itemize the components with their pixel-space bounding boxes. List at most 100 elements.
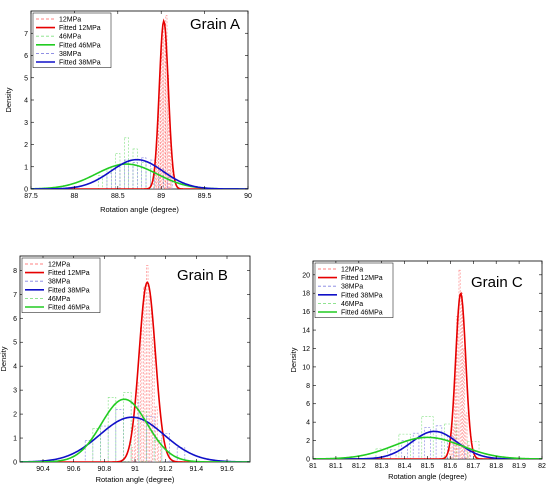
panel-grain-b: 90.4 90.6 90.8 91 91.2 91.4 91.6 0 1 2 3 4 5 6 7 8 Grai… (0, 255, 251, 484)
x-tick-label: 81.4 (398, 463, 412, 470)
y-axis-label: Density (289, 347, 298, 372)
x-tick-label: 81.3 (375, 463, 389, 470)
x-tick-label: 90.4 (36, 466, 50, 473)
x-tick-label: 88.5 (111, 193, 125, 200)
x-tick-label: 81.9 (512, 463, 526, 470)
y-axis-label: Density (0, 346, 8, 371)
x-tick-label: 81 (309, 463, 317, 470)
fitted-curve (313, 436, 542, 459)
histogram-bar (115, 166, 121, 189)
histogram-bar (163, 37, 166, 189)
histogram-bar (97, 175, 103, 189)
histogram-bar (470, 451, 477, 459)
x-tick-label: 81.8 (489, 463, 503, 470)
legend-label: Fitted 46MPa (341, 310, 383, 317)
y-tick-label: 5 (13, 340, 17, 347)
x-tick-label: 87.5 (24, 193, 38, 200)
y-tick-label: 16 (302, 309, 310, 316)
chart-title: Grain A (190, 16, 240, 33)
histogram-bar (161, 432, 170, 462)
legend-label: Fitted 46MPa (48, 305, 90, 312)
y-tick-label: 0 (13, 460, 17, 467)
chart-title: Grain C (471, 274, 523, 291)
y-tick-label: 1 (13, 436, 17, 443)
x-tick-label: 89.5 (198, 193, 212, 200)
histogram-bar (100, 425, 109, 462)
histogram-bar (92, 428, 101, 462)
legend-label: 38MPa (48, 279, 70, 286)
fitted-curve-layer (313, 291, 542, 459)
y-tick-label: 12 (302, 346, 310, 353)
x-tick-label: 81.7 (466, 463, 480, 470)
legend-box (32, 12, 112, 68)
histogram-bar (153, 177, 156, 189)
y-tick-label: 0 (24, 187, 28, 194)
histogram-bar (458, 444, 466, 459)
y-tick-label: 2 (13, 412, 17, 419)
y-tick-label: 4 (24, 98, 28, 105)
legend-label: 12MPa (48, 262, 70, 269)
legend-label: 38MPa (59, 51, 81, 58)
histogram-bar (460, 292, 463, 459)
x-tick-label: 81.2 (352, 463, 366, 470)
legend-label: Fitted 38MPa (48, 287, 90, 294)
legend-label: Fitted 12MPa (59, 25, 101, 32)
x-axis-label: Rotation angle (degree) (96, 475, 175, 484)
histogram-bar (146, 416, 155, 462)
legend-label: 46MPa (59, 34, 81, 41)
legend-box (314, 262, 394, 318)
histogram-bar (132, 162, 138, 189)
y-tick-label: 1 (24, 164, 28, 171)
histogram-bar (155, 162, 157, 189)
y-tick-label: 7 (13, 292, 17, 299)
y-tick-label: 20 (302, 272, 310, 279)
y-tick-label: 6 (13, 316, 17, 323)
y-tick-label: 6 (24, 53, 28, 60)
histogram-bar (143, 286, 146, 462)
legend-box (21, 257, 101, 313)
x-tick-label: 89 (157, 193, 165, 200)
x-tick-label: 81.5 (421, 463, 435, 470)
legend-label: 46MPa (341, 301, 363, 308)
x-tick-label: 91.4 (190, 466, 204, 473)
legend-label: Fitted 12MPa (48, 270, 90, 277)
x-tick-label: 90.8 (98, 466, 112, 473)
fitted-curve-layer (31, 18, 248, 189)
histogram-bar (424, 427, 431, 459)
fitted-curve (20, 398, 250, 462)
tick-layer: 90.4 90.6 90.8 91 91.2 91.4 91.6 0 1 2 3 4 5 6 7 8 (13, 256, 250, 473)
y-tick-label: 0 (306, 457, 310, 464)
chart-title: Grain B (177, 267, 228, 284)
legend-label: Fitted 46MPa (59, 42, 101, 49)
y-tick-label: 10 (302, 364, 310, 371)
histogram-bar (435, 425, 443, 459)
histogram-bar (165, 15, 168, 189)
legend-label: Fitted 38MPa (341, 292, 383, 299)
histogram-bar (150, 159, 155, 189)
histogram-bar (152, 337, 155, 462)
histogram-bar (124, 159, 129, 189)
x-tick-label: 81.6 (444, 463, 458, 470)
histogram-bar (155, 406, 158, 462)
y-tick-label: 3 (13, 388, 17, 395)
x-tick-label: 91.2 (159, 466, 173, 473)
fitted-curve (20, 281, 250, 462)
x-tick-label: 90.6 (67, 466, 81, 473)
histogram-bar (158, 168, 164, 189)
y-tick-label: 4 (13, 364, 17, 371)
y-tick-label: 5 (24, 75, 28, 82)
legend-label: Fitted 38MPa (59, 60, 101, 67)
y-tick-label: 7 (24, 31, 28, 38)
y-tick-label: 2 (24, 142, 28, 149)
fitted-curve (31, 158, 248, 189)
legend-label: 38MPa (341, 284, 363, 291)
histogram-bar (106, 168, 112, 189)
histogram-bar (150, 168, 155, 189)
x-tick-label: 82 (538, 463, 546, 470)
legend-label: 46MPa (48, 296, 70, 303)
x-axis-label: Rotation angle (degree) (100, 205, 179, 214)
histogram-bar (123, 392, 132, 462)
legend-label: Fitted 12MPa (341, 275, 383, 282)
